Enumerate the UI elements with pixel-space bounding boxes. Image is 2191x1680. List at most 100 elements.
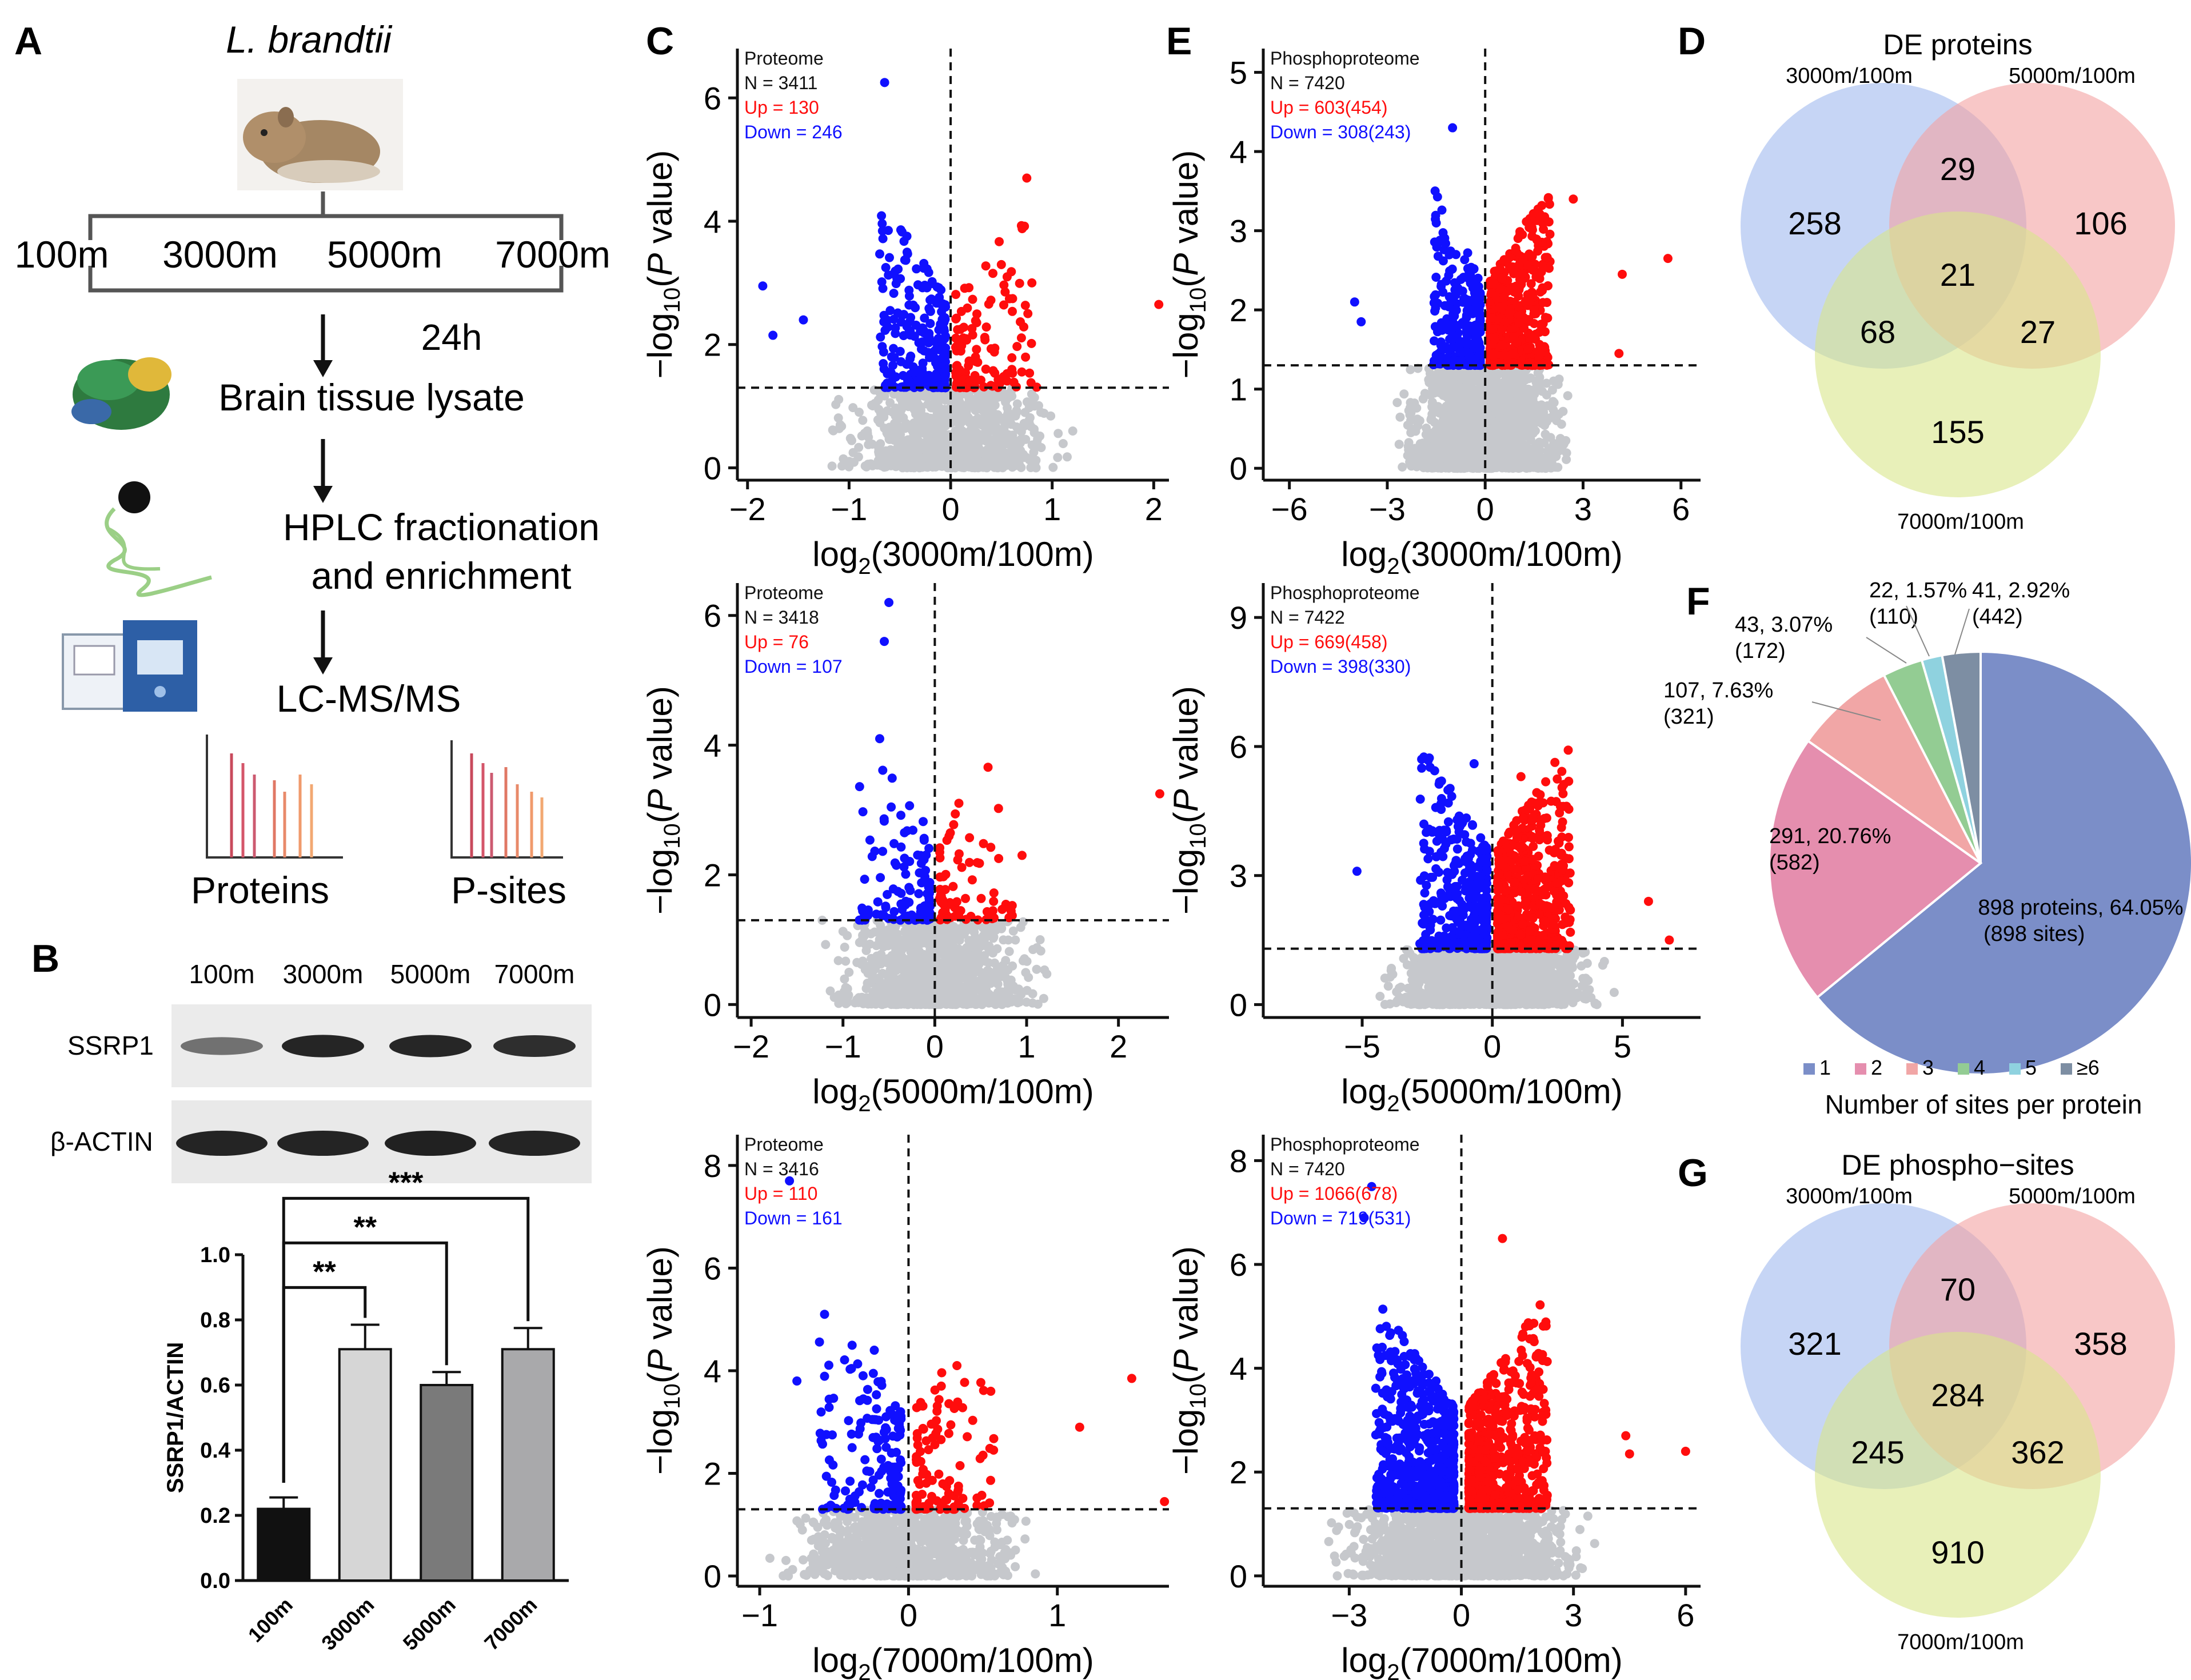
point-nonsignificant bbox=[1000, 452, 1010, 462]
point-down bbox=[821, 1471, 831, 1481]
point-up bbox=[990, 344, 1000, 353]
point-down bbox=[824, 1455, 834, 1465]
point-nonsignificant bbox=[868, 973, 877, 983]
point-nonsignificant bbox=[887, 951, 897, 960]
point-nonsignificant bbox=[884, 433, 894, 442]
point-nonsignificant bbox=[1020, 1534, 1030, 1544]
point-nonsignificant bbox=[1003, 965, 1013, 975]
point-down bbox=[872, 1404, 881, 1414]
point-nonsignificant bbox=[997, 1563, 1007, 1572]
point-down bbox=[815, 1337, 824, 1347]
bar-7000m bbox=[501, 1348, 555, 1582]
point-up bbox=[996, 260, 1006, 269]
bar-3000m bbox=[338, 1348, 392, 1582]
species-name: L. brandtii bbox=[226, 18, 393, 61]
point-up bbox=[1027, 338, 1036, 348]
point-nonsignificant bbox=[990, 460, 1000, 469]
point-nonsignificant bbox=[861, 993, 871, 1003]
point-down bbox=[879, 814, 889, 824]
y-tick-label: 2 bbox=[704, 327, 721, 363]
y-axis-label: −log10(P value) bbox=[641, 686, 685, 915]
point-nonsignificant bbox=[885, 398, 895, 408]
point-up bbox=[1016, 333, 1026, 343]
point-up bbox=[984, 300, 993, 309]
point-down bbox=[853, 1359, 863, 1368]
point-up bbox=[985, 1443, 995, 1453]
point-up bbox=[1007, 353, 1017, 362]
point-nonsignificant bbox=[920, 1522, 929, 1531]
point-down bbox=[917, 337, 927, 347]
point-down bbox=[860, 1455, 870, 1464]
point-nonsignificant bbox=[985, 389, 995, 399]
point-down bbox=[887, 1448, 896, 1458]
blot-band-actin bbox=[176, 1131, 268, 1156]
point-nonsignificant bbox=[1007, 997, 1016, 1007]
point-down bbox=[893, 264, 903, 274]
point-up bbox=[952, 361, 961, 371]
point-down bbox=[905, 885, 915, 895]
point-down bbox=[941, 302, 951, 312]
y-tick-label: 0.8 bbox=[200, 1308, 230, 1332]
lane-label-3000m: 3000m bbox=[283, 959, 364, 989]
point-down bbox=[873, 897, 883, 907]
point-down bbox=[858, 1371, 868, 1380]
point-nonsignificant bbox=[987, 972, 996, 982]
point-nonsignificant bbox=[1007, 1518, 1017, 1528]
point-up bbox=[1007, 911, 1017, 920]
point-down bbox=[881, 903, 891, 912]
point-up bbox=[946, 1420, 956, 1430]
point-down bbox=[889, 344, 898, 353]
legend-down: Down = 107 bbox=[744, 656, 843, 677]
point-nonsignificant bbox=[1015, 454, 1024, 464]
point-up bbox=[956, 306, 966, 316]
point-nonsignificant bbox=[1012, 406, 1021, 416]
point-up bbox=[1007, 365, 1017, 374]
point-down-outlier bbox=[792, 1376, 802, 1386]
x-tick-label: 0 bbox=[900, 1597, 917, 1633]
point-nonsignificant bbox=[1007, 392, 1017, 401]
blot-band-actin bbox=[277, 1131, 369, 1156]
x-axis-label-sub: 2 bbox=[858, 1091, 871, 1116]
point-up bbox=[932, 1401, 942, 1411]
panel-letter-e: E bbox=[1166, 19, 1192, 63]
panel-letter-c: C bbox=[646, 19, 674, 63]
point-up bbox=[1012, 342, 1022, 352]
point-down bbox=[919, 328, 929, 338]
point-nonsignificant bbox=[962, 1567, 972, 1577]
point-up bbox=[968, 294, 977, 304]
y-axis-label-log: −log bbox=[641, 849, 679, 915]
x-axis-label: log2(3000m/100m) bbox=[812, 535, 1094, 579]
point-nonsignificant bbox=[1031, 1569, 1040, 1579]
point-up bbox=[916, 1398, 925, 1407]
point-nonsignificant bbox=[1403, 441, 1413, 451]
point-nonsignificant bbox=[828, 425, 837, 435]
point-down bbox=[907, 910, 916, 920]
point-down bbox=[896, 842, 906, 852]
point-up bbox=[972, 858, 982, 868]
point-nonsignificant bbox=[890, 418, 899, 428]
point-down bbox=[871, 1432, 881, 1442]
point-down bbox=[863, 911, 873, 920]
significance-label: ** bbox=[313, 1255, 336, 1288]
point-down bbox=[847, 1443, 857, 1452]
point-up bbox=[952, 1361, 962, 1370]
point-nonsignificant bbox=[924, 1538, 934, 1547]
point-nonsignificant bbox=[1039, 409, 1049, 418]
point-nonsignificant bbox=[874, 997, 884, 1007]
point-nonsignificant bbox=[844, 967, 854, 977]
point-nonsignificant bbox=[988, 933, 998, 943]
point-nonsignificant bbox=[827, 461, 837, 471]
point-nonsignificant bbox=[1068, 426, 1077, 436]
point-nonsignificant bbox=[930, 396, 940, 406]
point-nonsignificant bbox=[901, 974, 911, 984]
point-down bbox=[934, 283, 944, 293]
point-up bbox=[968, 1415, 977, 1425]
point-up-outlier bbox=[1127, 1374, 1136, 1383]
point-up bbox=[1007, 267, 1016, 277]
point-down bbox=[877, 277, 887, 287]
point-down bbox=[919, 835, 929, 845]
point-nonsignificant bbox=[1008, 926, 1018, 936]
point-down bbox=[888, 1431, 897, 1441]
point-nonsignificant bbox=[903, 422, 912, 432]
point-nonsignificant bbox=[834, 1566, 843, 1576]
